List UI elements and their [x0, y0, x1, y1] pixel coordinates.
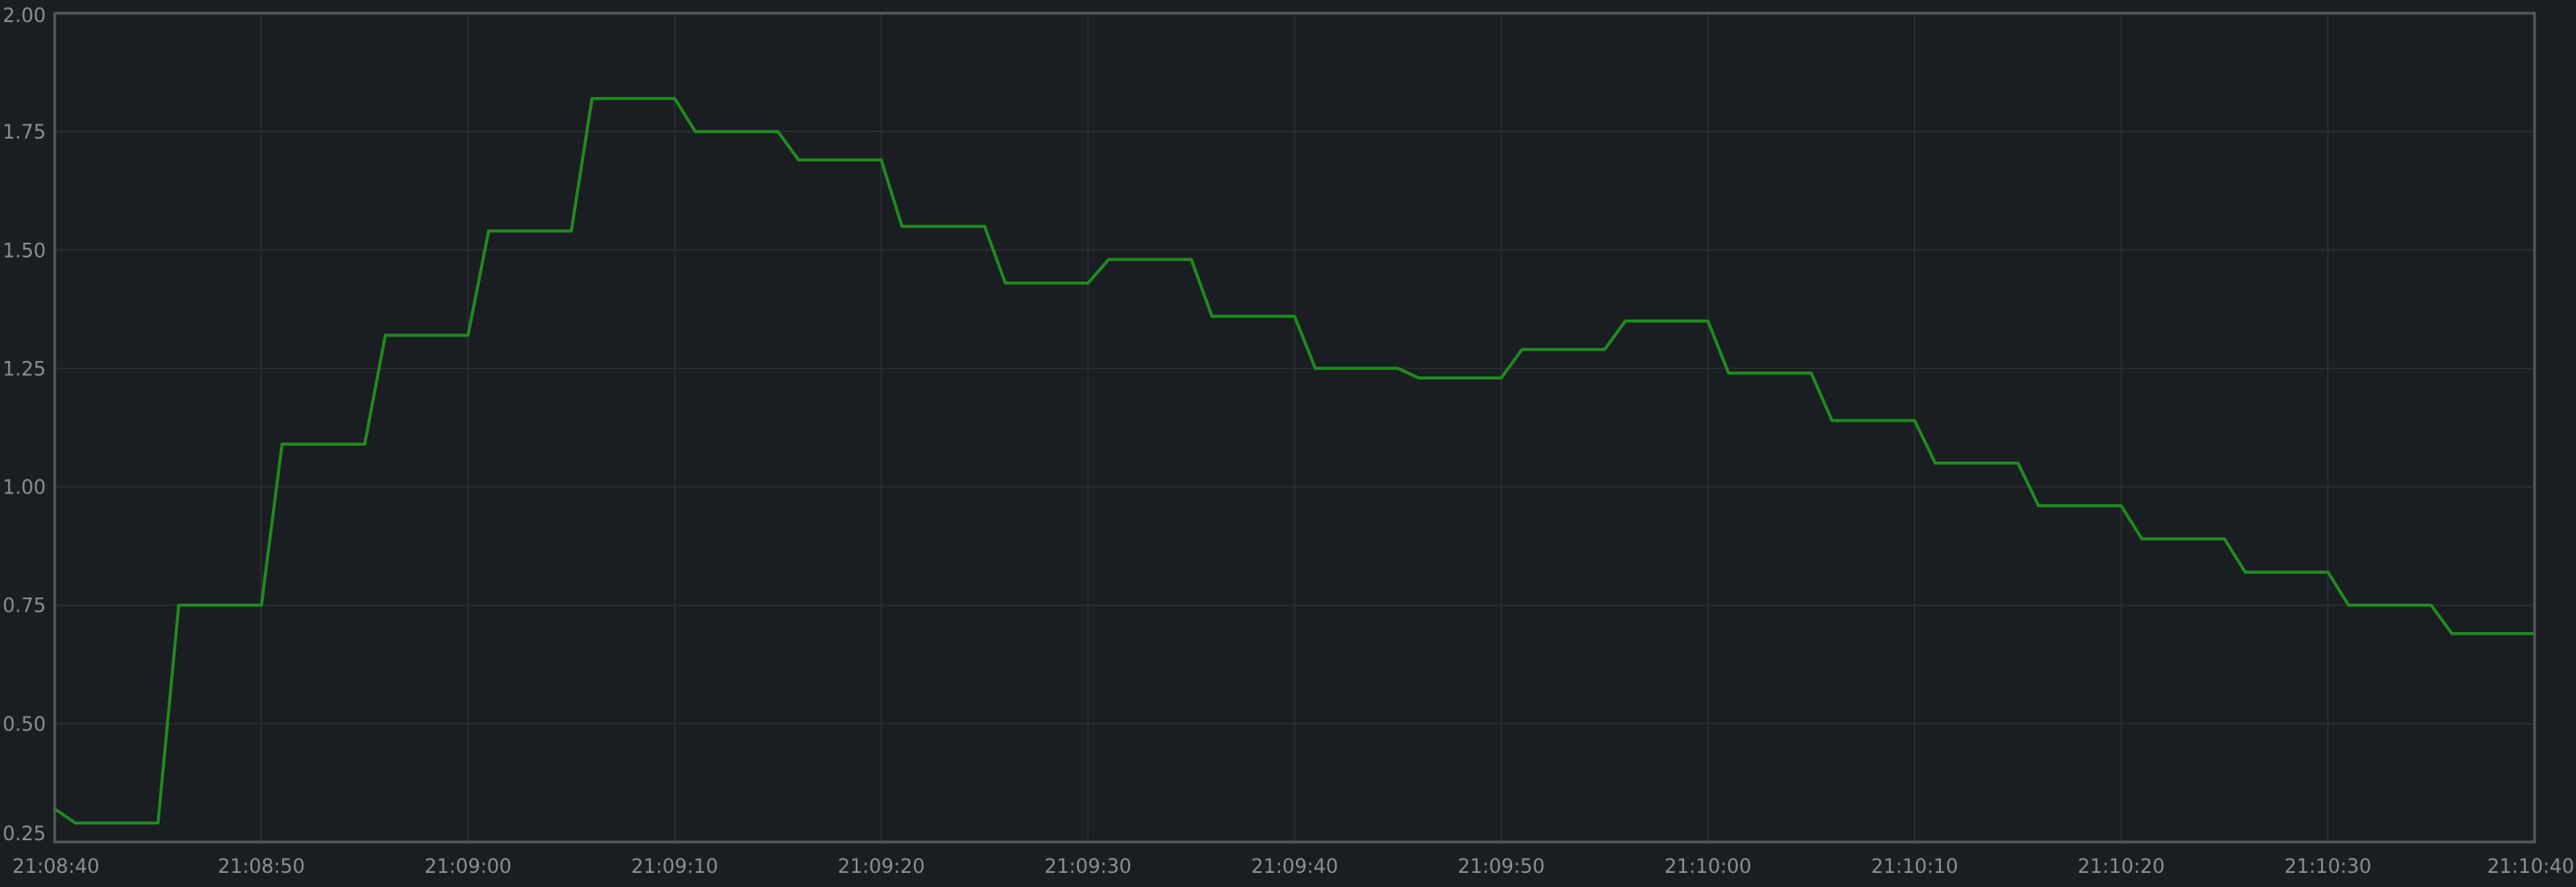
x-tick-label: 21:10:40 — [2487, 856, 2574, 878]
x-tick-label: 21:10:00 — [1665, 856, 1752, 878]
y-tick-label: 1.75 — [3, 122, 46, 144]
x-axis-tick-labels: 21:08:40 21:08:50 21:09:00 21:09:10 21:09:20… — [12, 856, 2574, 878]
x-tick-label: 21:09:10 — [631, 856, 718, 878]
y-axis-tick-labels: 0.25 0.50 0.75 1.00 1.25 1.50 1.75 2.00 — [3, 5, 46, 846]
x-tick-label: 21:10:30 — [2284, 856, 2371, 878]
y-tick-label: 0.50 — [3, 714, 46, 736]
x-tick-label: 21:09:20 — [838, 856, 925, 878]
x-tick-label: 21:09:40 — [1251, 856, 1338, 878]
y-tick-label: 0.25 — [3, 823, 46, 846]
series-lines — [53, 96, 2536, 825]
y-tick-label: 0.75 — [3, 596, 46, 618]
x-tick-label: 21:09:50 — [1457, 856, 1545, 878]
y-tick-label: 2.00 — [3, 5, 46, 27]
y-tick-label: 1.50 — [3, 240, 46, 262]
x-tick-label: 21:08:40 — [12, 856, 100, 878]
series-line — [53, 96, 2536, 825]
x-tick-label: 21:09:30 — [1045, 856, 1132, 878]
grid-lines — [54, 12, 2535, 843]
x-tick-label: 21:08:50 — [218, 856, 305, 878]
x-tick-label: 21:10:20 — [2078, 856, 2165, 878]
x-tick-label: 21:10:10 — [1871, 856, 1958, 878]
x-tick-label: 21:09:00 — [424, 856, 512, 878]
plot-frame — [53, 11, 2536, 844]
y-tick-label: 1.00 — [3, 477, 46, 500]
y-tick-label: 1.25 — [3, 358, 46, 380]
